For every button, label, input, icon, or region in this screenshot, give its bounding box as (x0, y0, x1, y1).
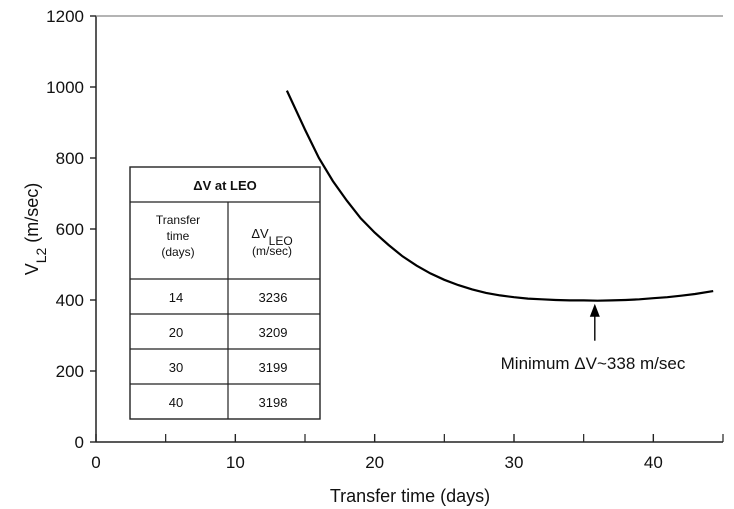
table-cell-delta-v: 3198 (259, 395, 288, 410)
table-border (129, 166, 321, 420)
x-tick-label: 40 (644, 453, 663, 472)
y-tick-label: 1200 (46, 7, 84, 26)
table-cell-days: 40 (169, 395, 183, 410)
series-line (285, 90, 714, 302)
x-tick-label: 30 (505, 453, 524, 472)
table-cell-delta-v: 3209 (259, 325, 288, 340)
y-tick-label: 600 (56, 220, 84, 239)
y-tick-label: 200 (56, 362, 84, 381)
table-col2-header: ΔVLEO (251, 226, 292, 248)
table-col2-header-unit: (m/sec) (252, 244, 292, 258)
annotation-text: Minimum ΔV~338 m/sec (501, 354, 686, 373)
y-tick-label: 400 (56, 291, 84, 310)
table-cell-days: 20 (169, 325, 183, 340)
table-col1-header-line3: (days) (161, 245, 194, 259)
x-tick-label: 10 (226, 453, 245, 472)
x-tick-label: 0 (91, 453, 100, 472)
y-tick-label: 800 (56, 149, 84, 168)
x-axis-title: Transfer time (days) (330, 486, 490, 506)
table-cell-days: 30 (169, 360, 183, 375)
minimum-annotation: Minimum ΔV~338 m/sec (501, 303, 686, 373)
annotation-arrow-head (589, 303, 600, 317)
table-cell-delta-v: 3199 (259, 360, 288, 375)
y-tick-label: 1000 (46, 78, 84, 97)
y-axis-title: VL2 (m/sec) (22, 183, 49, 276)
table-col1-header-line1: Transfer (156, 213, 200, 227)
table-col1-header-line2: time (167, 229, 190, 243)
y-axis-ticks: 0 200 400 600 800 1000 1200 (46, 7, 96, 452)
table-cell-days: 14 (169, 290, 183, 305)
table-title: ΔV at LEO (193, 178, 257, 193)
y-tick-label: 0 (75, 433, 84, 452)
table-cell-delta-v: 3236 (259, 290, 288, 305)
x-axis-ticks: 0 10 20 30 40 (91, 434, 724, 472)
delta-v-table: ΔV at LEO Transfer time (days) ΔVLEO (m/… (129, 166, 321, 420)
x-tick-label: 20 (365, 453, 384, 472)
